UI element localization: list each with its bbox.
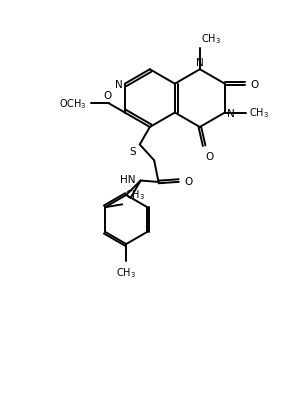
Text: CH$_3$: CH$_3$ [125, 188, 145, 202]
Text: O: O [184, 176, 192, 186]
Text: CH$_3$: CH$_3$ [116, 266, 136, 280]
Text: CH$_3$: CH$_3$ [249, 107, 269, 120]
Text: S: S [130, 147, 136, 156]
Text: CH$_3$: CH$_3$ [201, 32, 221, 46]
Text: N: N [196, 58, 204, 68]
Text: HN: HN [120, 175, 135, 185]
Text: O: O [103, 90, 111, 100]
Text: N: N [227, 108, 235, 118]
Text: OCH$_3$: OCH$_3$ [59, 97, 86, 111]
Text: N: N [115, 79, 123, 90]
Text: O: O [206, 151, 214, 162]
Text: O: O [250, 79, 258, 90]
